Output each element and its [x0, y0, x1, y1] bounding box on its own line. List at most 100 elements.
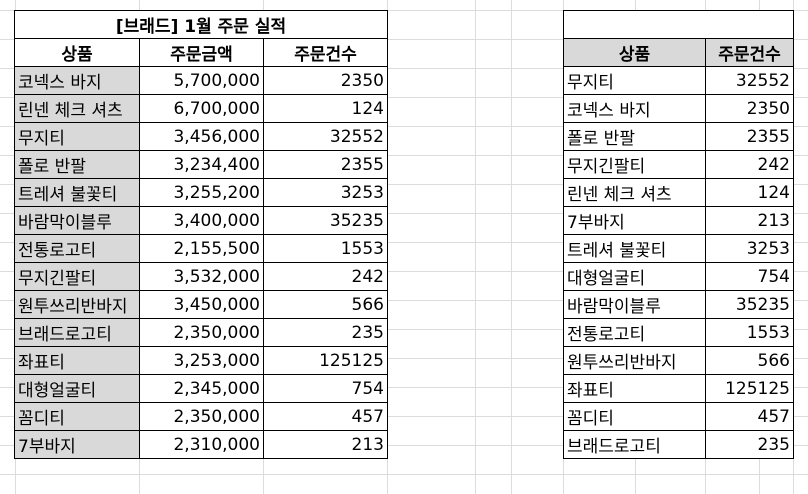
amount-cell[interactable]: 2,310,000 [139, 430, 264, 459]
count-cell[interactable]: 124 [263, 94, 388, 123]
product-name-cell[interactable]: 무지긴팔티 [563, 150, 706, 179]
product-name-cell[interactable]: 전통로고티 [14, 234, 140, 263]
product-name-cell[interactable]: 린넨 체크 셔츠 [563, 178, 706, 207]
amount-cell[interactable]: 3,532,000 [139, 262, 264, 291]
product-name-cell[interactable]: 무지긴팔티 [14, 262, 140, 291]
count-cell[interactable]: 125125 [705, 374, 794, 403]
product-name-cell[interactable]: 원투쓰리반바지 [563, 346, 706, 375]
table-row: 바람막이블루 3,400,000 35235 [14, 206, 388, 235]
table-row: 무지티 32552 [563, 66, 794, 95]
count-cell[interactable]: 32552 [263, 122, 388, 151]
count-cell[interactable]: 754 [705, 262, 794, 291]
product-name-cell[interactable]: 폴로 반팔 [14, 150, 140, 179]
table-title[interactable]: [브래드] 1월 주문 실적 [14, 10, 388, 39]
product-name-cell[interactable]: 좌표티 [14, 346, 140, 375]
count-cell[interactable]: 32552 [705, 66, 794, 95]
amount-cell[interactable]: 2,350,000 [139, 402, 264, 431]
header-count[interactable]: 주문건수 [263, 38, 388, 67]
table-row: 좌표티 3,253,000 125125 [14, 346, 388, 375]
count-cell[interactable]: 35235 [263, 206, 388, 235]
empty-title-cell[interactable] [563, 10, 794, 39]
table-row: 무지티 3,456,000 32552 [14, 122, 388, 151]
count-cell[interactable]: 2355 [705, 122, 794, 151]
count-cell[interactable]: 213 [705, 206, 794, 235]
count-cell[interactable]: 457 [705, 402, 794, 431]
amount-cell[interactable]: 3,450,000 [139, 290, 264, 319]
count-cell[interactable]: 125125 [263, 346, 388, 375]
product-name-cell[interactable]: 무지티 [14, 122, 140, 151]
count-cell[interactable]: 754 [263, 374, 388, 403]
table-row: 전통로고티 2,155,500 1553 [14, 234, 388, 263]
count-cell[interactable]: 1553 [263, 234, 388, 263]
amount-cell[interactable]: 6,700,000 [139, 94, 264, 123]
product-count-table: 상품 주문건수 무지티 32552 코넥스 바지 2350 폴로 반팔 2355 무지긴팔티… [563, 10, 794, 459]
count-cell[interactable]: 3253 [263, 178, 388, 207]
count-cell[interactable]: 242 [705, 150, 794, 179]
amount-cell[interactable]: 2,155,500 [139, 234, 264, 263]
count-cell[interactable]: 2350 [705, 94, 794, 123]
amount-cell[interactable]: 3,456,000 [139, 122, 264, 151]
table-row: 꼼디티 2,350,000 457 [14, 402, 388, 431]
table-row: 원투쓰리반바지 566 [563, 346, 794, 375]
product-name-cell[interactable]: 7부바지 [14, 430, 140, 459]
title-row [563, 10, 794, 39]
product-name-cell[interactable]: 무지티 [563, 66, 706, 95]
product-name-cell[interactable]: 폴로 반팔 [563, 122, 706, 151]
count-cell[interactable]: 235 [705, 430, 794, 459]
amount-cell[interactable]: 2,345,000 [139, 374, 264, 403]
count-cell[interactable]: 124 [705, 178, 794, 207]
product-name-cell[interactable]: 대형얼굴티 [14, 374, 140, 403]
product-name-cell[interactable]: 원투쓰리반바지 [14, 290, 140, 319]
table-row: 전통로고티 1553 [563, 318, 794, 347]
product-name-cell[interactable]: 코넥스 바지 [14, 66, 140, 95]
header-row: 상품 주문건수 [563, 38, 794, 67]
count-cell[interactable]: 566 [263, 290, 388, 319]
order-performance-table: [브래드] 1월 주문 실적 상품 주문금액 주문건수 코넥스 바지 5,700,… [14, 10, 388, 459]
header-amount[interactable]: 주문금액 [139, 38, 264, 67]
amount-cell[interactable]: 3,255,200 [139, 178, 264, 207]
amount-cell[interactable]: 5,700,000 [139, 66, 264, 95]
amount-cell[interactable]: 3,253,000 [139, 346, 264, 375]
table-row: 린넨 체크 셔츠 6,700,000 124 [14, 94, 388, 123]
product-name-cell[interactable]: 트레셔 불꽃티 [14, 178, 140, 207]
header-product[interactable]: 상품 [14, 38, 140, 67]
count-cell[interactable]: 457 [263, 402, 388, 431]
product-name-cell[interactable]: 7부바지 [563, 206, 706, 235]
product-name-cell[interactable]: 바람막이블루 [14, 206, 140, 235]
table-row: 바람막이블루 35235 [563, 290, 794, 319]
count-cell[interactable]: 566 [705, 346, 794, 375]
count-cell[interactable]: 242 [263, 262, 388, 291]
product-name-cell[interactable]: 전통로고티 [563, 318, 706, 347]
amount-cell[interactable]: 2,350,000 [139, 318, 264, 347]
header-count[interactable]: 주문건수 [705, 38, 794, 67]
table-row: 좌표티 125125 [563, 374, 794, 403]
table-row: 린넨 체크 셔츠 124 [563, 178, 794, 207]
count-cell[interactable]: 1553 [705, 318, 794, 347]
product-name-cell[interactable]: 브래드로고티 [14, 318, 140, 347]
product-name-cell[interactable]: 꼼디티 [14, 402, 140, 431]
product-name-cell[interactable]: 린넨 체크 셔츠 [14, 94, 140, 123]
product-name-cell[interactable]: 꼼디티 [563, 402, 706, 431]
count-cell[interactable]: 235 [263, 318, 388, 347]
header-row: 상품 주문금액 주문건수 [14, 38, 388, 67]
header-product[interactable]: 상품 [563, 38, 706, 67]
table-row: 7부바지 2,310,000 213 [14, 430, 388, 459]
count-cell[interactable]: 3253 [705, 234, 794, 263]
table-row: 코넥스 바지 5,700,000 2350 [14, 66, 388, 95]
table-row: 원투쓰리반바지 3,450,000 566 [14, 290, 388, 319]
amount-cell[interactable]: 3,400,000 [139, 206, 264, 235]
product-name-cell[interactable]: 바람막이블루 [563, 290, 706, 319]
product-name-cell[interactable]: 좌표티 [563, 374, 706, 403]
table-row: 7부바지 213 [563, 206, 794, 235]
amount-cell[interactable]: 3,234,400 [139, 150, 264, 179]
count-cell[interactable]: 213 [263, 430, 388, 459]
product-name-cell[interactable]: 코넥스 바지 [563, 94, 706, 123]
product-name-cell[interactable]: 트레셔 불꽃티 [563, 234, 706, 263]
product-name-cell[interactable]: 대형얼굴티 [563, 262, 706, 291]
count-cell[interactable]: 35235 [705, 290, 794, 319]
table-row: 트레셔 불꽃티 3253 [563, 234, 794, 263]
table-row: 브래드로고티 235 [563, 430, 794, 459]
count-cell[interactable]: 2350 [263, 66, 388, 95]
product-name-cell[interactable]: 브래드로고티 [563, 430, 706, 459]
count-cell[interactable]: 2355 [263, 150, 388, 179]
